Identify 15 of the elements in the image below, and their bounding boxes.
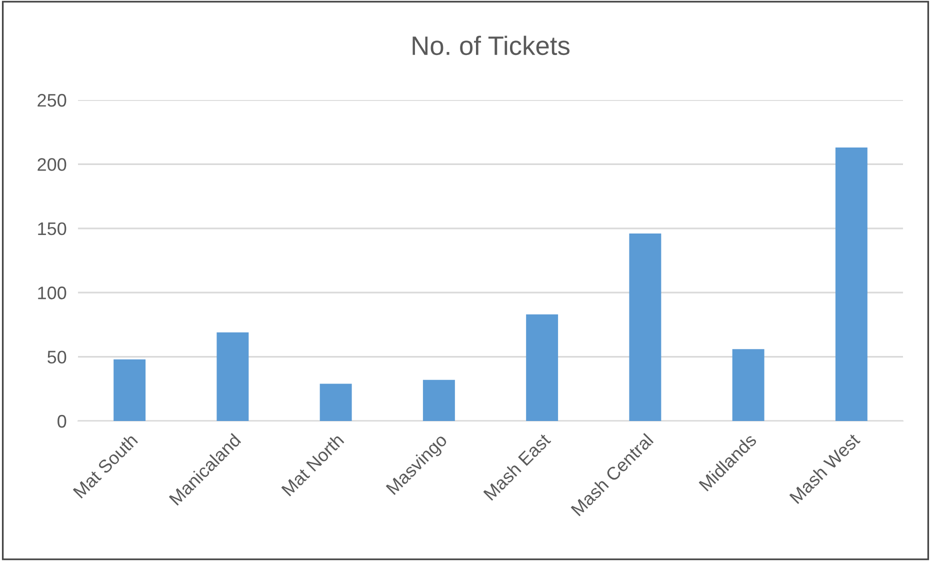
y-tick-label: 150	[38, 222, 66, 236]
y-tick-label: 200	[38, 158, 66, 171]
y-tick-label: 0	[58, 414, 66, 428]
y-tick-label: 100	[38, 286, 66, 300]
y-tick-label: 250	[38, 94, 66, 107]
bar	[835, 148, 868, 421]
bar	[629, 234, 662, 421]
bar	[114, 359, 146, 421]
y-tick-label: 50	[48, 350, 66, 364]
bar	[732, 349, 764, 421]
bar	[216, 332, 249, 421]
bar	[320, 384, 352, 421]
chart-title: No. of Tickets	[412, 36, 570, 56]
bar	[422, 380, 455, 421]
bar	[526, 314, 558, 421]
